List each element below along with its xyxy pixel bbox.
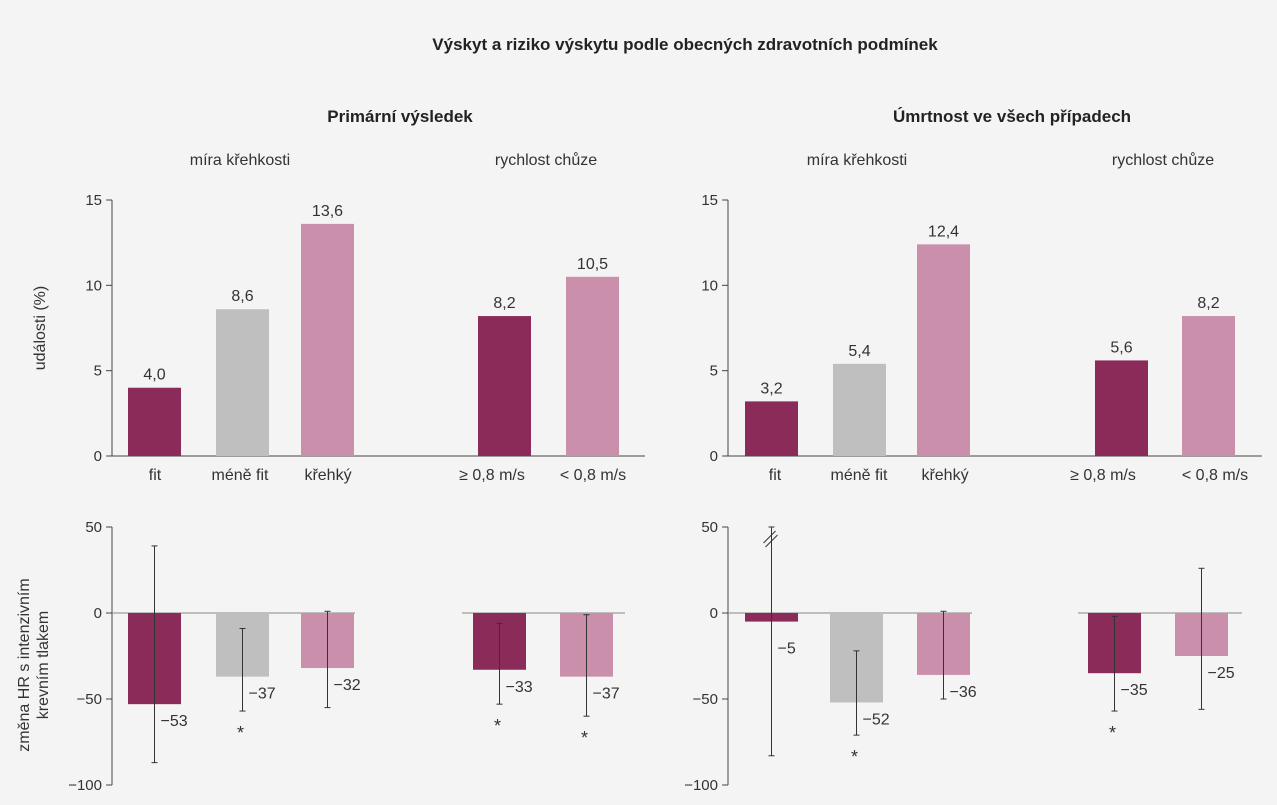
category-label: ≥ 0,8 m/s: [1070, 467, 1136, 484]
group-label-gait-right: rychlost chůze: [1112, 151, 1214, 169]
y-tick-label: 10: [85, 277, 102, 294]
data-label: 3,2: [760, 380, 782, 397]
group-label-frailty-left: míra křehkosti: [190, 152, 290, 169]
category-label: ≥ 0,8 m/s: [459, 467, 525, 484]
y-tick-label: 15: [701, 192, 718, 209]
category-label: < 0,8 m/s: [560, 467, 626, 484]
y-tick-label: 50: [701, 519, 718, 536]
bar-4: [1182, 316, 1235, 456]
data-label: −37: [249, 686, 276, 703]
data-label: −35: [1121, 682, 1148, 699]
data-label: −5: [778, 641, 796, 658]
significance-marker: *: [237, 723, 244, 743]
data-label: 5,6: [1110, 339, 1132, 356]
data-label: −33: [506, 679, 533, 696]
axis-break: [765, 534, 778, 548]
data-label: 8,6: [231, 288, 253, 305]
y-tick-label: 5: [94, 363, 102, 380]
y-tick-label: −50: [693, 691, 718, 708]
bar-2: [301, 223, 354, 456]
bar-3: [478, 316, 531, 456]
group-label-gait-left: rychlost chůze: [495, 151, 597, 169]
y-tick-label: 0: [710, 448, 718, 465]
group-label-frailty-right: míra křehkosti: [807, 152, 907, 169]
bar-1: [833, 363, 886, 456]
bar-0: [128, 387, 181, 456]
category-label: křehký: [921, 467, 968, 484]
significance-marker: *: [1109, 723, 1116, 743]
data-label: 8,2: [493, 295, 515, 312]
data-label: −36: [950, 684, 977, 701]
category-label: < 0,8 m/s: [1182, 467, 1248, 484]
chart-bottom-right: −100 −50 0 50 −5 −52 * −36 −35 * −25: [684, 519, 1242, 794]
significance-marker: *: [494, 716, 501, 736]
data-label: 8,2: [1197, 295, 1219, 312]
panel-right-heading: Úmrtnost ve všech případech: [893, 107, 1131, 126]
category-label: fit: [149, 467, 162, 484]
y-tick-label: 0: [94, 448, 102, 465]
chart-top-right: 0 5 10 15 3,2 fit 5,4 méně fit 12,4 křehký 5,6 ≥ 0,…: [701, 192, 1262, 484]
data-label: 12,4: [928, 223, 959, 240]
significance-marker: *: [581, 728, 588, 748]
top-left-ylabel: události (%): [32, 286, 49, 370]
significance-marker: *: [851, 747, 858, 767]
data-label: 13,6: [312, 203, 343, 220]
data-label: 10,5: [577, 256, 608, 273]
category-label: méně fit: [212, 467, 269, 484]
bottom-left-ylabel-line2: krevním tlakem: [35, 611, 52, 719]
category-label: fit: [769, 467, 782, 484]
bottom-left-ylabel-line1: změna HR s intenzivním: [16, 578, 33, 751]
category-label: méně fit: [831, 467, 888, 484]
chart-bottom-left: −100 −50 0 50 −53 −37 * −32 −33 * −37 *: [68, 519, 625, 794]
data-label: −25: [1208, 665, 1235, 682]
y-tick-label: 50: [85, 519, 102, 536]
y-tick-label: 15: [85, 192, 102, 209]
y-tick-label: 0: [94, 605, 102, 622]
y-tick-label: −100: [68, 777, 102, 794]
y-tick-label: 10: [701, 277, 718, 294]
data-label: −37: [593, 686, 620, 703]
y-tick-label: −50: [77, 691, 102, 708]
data-label: −32: [334, 677, 361, 694]
data-label: −52: [863, 711, 890, 728]
axis-break: [763, 530, 776, 544]
data-label: −53: [161, 713, 188, 730]
y-tick-label: 0: [710, 605, 718, 622]
bar-0: [745, 401, 798, 456]
bar-2: [917, 244, 970, 456]
data-label: 5,4: [848, 343, 870, 360]
panel-left-heading: Primární výsledek: [327, 107, 473, 126]
chart-top-left: 0 5 10 15 4,0 fit 8,6 méně fit 13,6 křehký 8,2 ≥ 0,…: [85, 192, 645, 484]
y-tick-label: 5: [710, 363, 718, 380]
bar-3: [1095, 360, 1148, 456]
category-label: křehký: [304, 467, 351, 484]
y-tick-label: −100: [684, 777, 718, 794]
data-label: 4,0: [143, 367, 165, 384]
figure-title: Výskyt a riziko výskytu podle obecných z…: [432, 35, 938, 54]
bar-4: [566, 276, 619, 456]
bar-1: [216, 309, 269, 456]
